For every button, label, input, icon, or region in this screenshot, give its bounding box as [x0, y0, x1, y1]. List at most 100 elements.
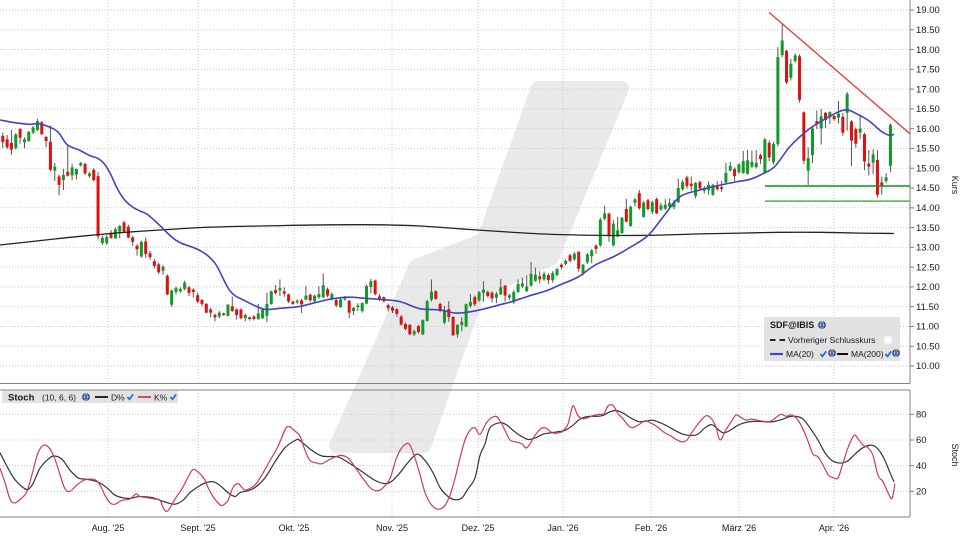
candle-body — [339, 299, 343, 308]
candle — [624, 198, 628, 223]
candlestick-series — [1, 23, 892, 338]
candle — [87, 171, 91, 178]
candle-body — [811, 128, 815, 156]
candle — [412, 329, 416, 336]
candle-body — [87, 173, 91, 177]
candle-body — [421, 320, 425, 335]
candle — [105, 235, 109, 245]
candle — [313, 294, 317, 302]
candle — [295, 299, 299, 304]
globe-icon[interactable] — [892, 349, 900, 357]
candle-body — [334, 299, 338, 306]
candle-body — [313, 295, 317, 302]
candle-body — [287, 294, 291, 302]
time-axis: Aug. '25 Sept. '25 Okt. '25 Nov. '25 Dez. '2… — [92, 523, 850, 533]
stoch-tick-label: 40 — [916, 461, 927, 472]
candle — [326, 287, 330, 298]
candle-body — [512, 292, 516, 303]
candle-body — [516, 284, 520, 293]
candle-body — [871, 154, 875, 163]
candle-body — [767, 142, 771, 158]
candle — [391, 305, 394, 314]
candle-body — [135, 245, 139, 250]
candle-body — [22, 139, 26, 143]
main-legend-title: SDF@IBIS — [770, 320, 814, 330]
price-tick-label: 14.50 — [916, 183, 940, 194]
candle — [460, 316, 464, 332]
candle-body — [888, 124, 892, 166]
candle — [178, 287, 182, 293]
candle — [287, 293, 291, 304]
candle-body — [572, 253, 576, 260]
candle-body — [538, 276, 542, 280]
candle-body — [854, 129, 858, 144]
candle-body — [793, 55, 797, 62]
candle — [819, 108, 823, 145]
candle-body — [391, 307, 394, 311]
candle-body — [170, 290, 174, 305]
candle-body — [542, 273, 546, 280]
candle-body — [209, 309, 213, 313]
globe-icon[interactable] — [82, 393, 90, 401]
candle — [360, 302, 364, 313]
candle-body — [321, 285, 325, 298]
candle — [711, 183, 715, 196]
checked-checkbox-icon[interactable] — [169, 393, 177, 401]
candle-body — [819, 116, 823, 129]
candle — [767, 140, 771, 162]
candle — [538, 271, 542, 284]
candle — [815, 110, 819, 130]
candle-body — [148, 253, 152, 258]
candle-body — [330, 294, 334, 299]
month-label: Feb. '26 — [635, 523, 667, 533]
candle-body — [862, 134, 866, 162]
stoch-tick-label: 60 — [916, 435, 927, 446]
candle-body — [746, 160, 750, 174]
candle-body — [624, 208, 628, 222]
candle — [269, 290, 273, 305]
candle — [888, 123, 892, 173]
candle — [148, 250, 152, 260]
candle-body — [269, 291, 273, 304]
candle — [754, 150, 758, 169]
candle-body — [590, 250, 594, 257]
kurs-axis-title: Kurs — [950, 176, 960, 195]
descending-trendline[interactable] — [768, 11, 911, 135]
candle — [304, 286, 308, 301]
candle-body — [503, 285, 507, 296]
candle — [724, 163, 728, 184]
candle-body — [31, 127, 35, 133]
candle — [646, 198, 650, 211]
candle-body — [598, 219, 602, 246]
candle-body — [798, 56, 802, 100]
candle-body — [685, 177, 689, 187]
globe-lines — [818, 321, 826, 329]
candle — [213, 313, 217, 322]
candle — [53, 163, 57, 181]
candle — [79, 161, 83, 167]
candle-body — [61, 174, 65, 181]
d-label: D% — [111, 393, 125, 403]
candle-body — [165, 275, 169, 295]
candle-body — [282, 291, 286, 294]
candle — [620, 216, 624, 234]
price-tick-label: 18.50 — [916, 25, 940, 36]
candle-body — [806, 157, 810, 171]
checked-checkbox-icon[interactable] — [884, 350, 892, 358]
globe-icon[interactable] — [828, 349, 836, 357]
checked-checkbox-icon[interactable] — [126, 393, 134, 401]
globe-lines — [82, 393, 90, 401]
candle-body — [828, 112, 832, 118]
candle — [230, 296, 234, 312]
unchecked-checkbox-icon[interactable] — [883, 335, 893, 345]
candle — [165, 274, 169, 296]
globe-icon[interactable] — [818, 321, 826, 329]
candle-body — [308, 294, 312, 301]
candle — [841, 112, 845, 136]
checked-checkbox-icon[interactable] — [819, 350, 827, 358]
candle-body — [425, 301, 429, 321]
candle — [334, 299, 338, 308]
candle-body — [551, 273, 555, 281]
candle-body — [317, 294, 321, 298]
ma20-label: MA(20) — [786, 349, 814, 359]
